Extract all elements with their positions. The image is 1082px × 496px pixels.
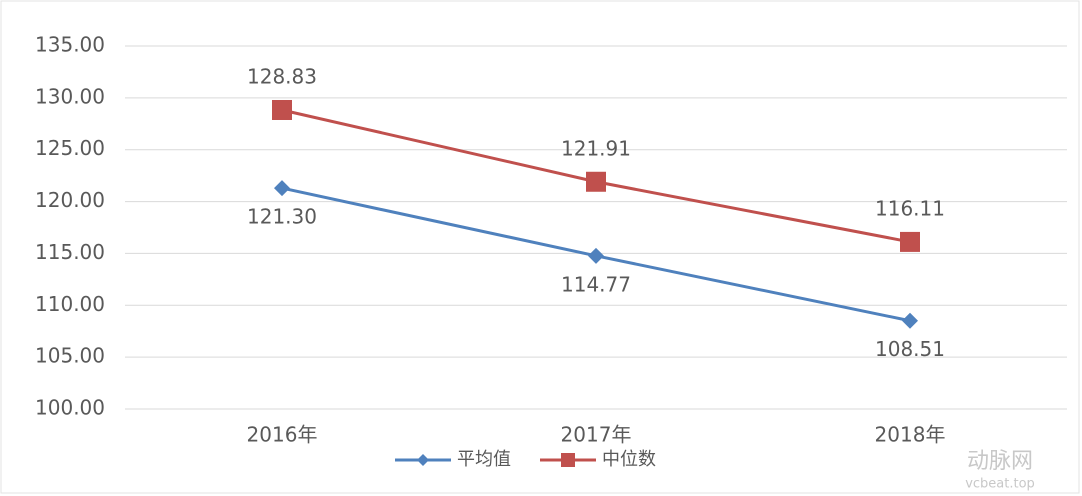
marker bbox=[588, 247, 604, 264]
x-tick-label: 2017年 bbox=[561, 423, 632, 447]
legend-label: 中位数 bbox=[602, 449, 656, 470]
value-label: 114.77 bbox=[561, 272, 631, 296]
watermark: vcbeat.top bbox=[965, 477, 1035, 492]
value-label: 121.30 bbox=[247, 205, 317, 229]
watermark: 动脉网 bbox=[967, 449, 1033, 474]
y-tick-label: 130.00 bbox=[35, 84, 105, 108]
value-label: 116.11 bbox=[875, 196, 945, 220]
marker bbox=[900, 231, 920, 252]
legend-label: 平均值 bbox=[457, 449, 511, 470]
y-tick-label: 125.00 bbox=[35, 136, 105, 160]
marker bbox=[902, 312, 918, 329]
marker bbox=[586, 171, 606, 192]
value-label: 108.51 bbox=[875, 337, 945, 361]
x-tick-label: 2016年 bbox=[247, 423, 318, 447]
y-tick-label: 100.00 bbox=[35, 396, 105, 420]
legend-marker bbox=[417, 454, 429, 466]
marker bbox=[274, 180, 290, 197]
y-tick-label: 110.00 bbox=[35, 292, 105, 316]
y-tick-label: 105.00 bbox=[35, 344, 105, 368]
legend-marker bbox=[561, 453, 575, 467]
value-label: 121.91 bbox=[561, 136, 631, 160]
y-tick-label: 115.00 bbox=[35, 240, 105, 264]
x-tick-label: 2018年 bbox=[875, 423, 946, 447]
marker bbox=[272, 99, 292, 120]
y-tick-label: 135.00 bbox=[35, 33, 105, 57]
value-label: 128.83 bbox=[247, 64, 317, 88]
y-tick-label: 120.00 bbox=[35, 188, 105, 212]
